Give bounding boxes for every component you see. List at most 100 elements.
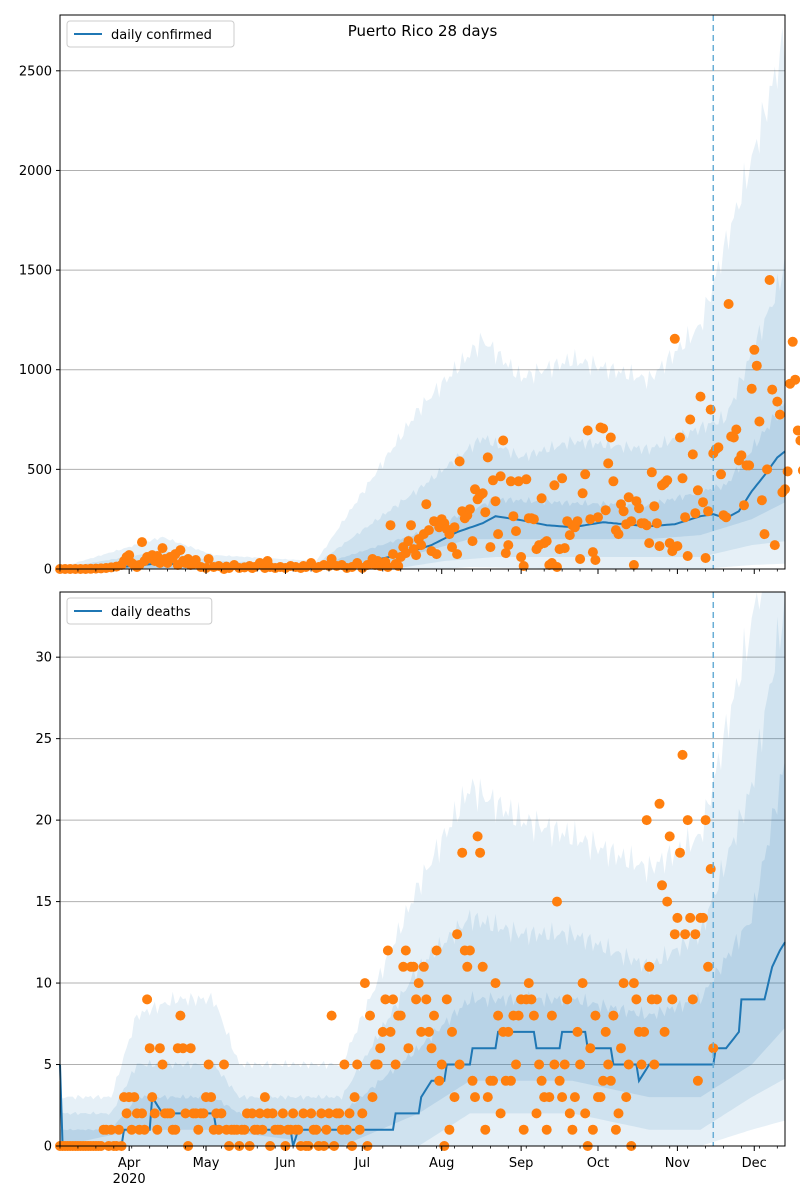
observed-point [618, 978, 629, 989]
observed-point [628, 978, 639, 989]
observed-point [365, 1010, 375, 1021]
observed-point [749, 344, 760, 355]
observed-point [493, 1010, 504, 1021]
observed-point [746, 383, 757, 394]
observed-point [170, 1124, 181, 1135]
observed-point [421, 994, 432, 1005]
observed-point [464, 504, 475, 515]
observed-point [636, 1059, 647, 1070]
observed-point [685, 414, 696, 425]
y-tick-label-1500: 1500 [19, 264, 52, 279]
observed-point [454, 1059, 465, 1070]
observed-point [385, 520, 396, 531]
top-grid [60, 70, 785, 470]
bottom-plot-frame [59, 591, 786, 1147]
observed-point [511, 1059, 521, 1070]
observed-point [787, 336, 798, 347]
observed-point [662, 475, 673, 486]
observed-point [610, 1124, 621, 1135]
uncertainty-band-1 [60, 27, 785, 570]
observed-point [577, 978, 588, 989]
observed-point [334, 1108, 345, 1119]
observed-point [641, 520, 652, 531]
observed-point [403, 1043, 414, 1054]
observed-point [728, 432, 739, 443]
observed-point [721, 512, 732, 523]
observed-point [723, 299, 734, 309]
x-tick-label-Jun: Jun [274, 1156, 295, 1171]
observed-point [452, 929, 463, 940]
y-tick-label-2000: 2000 [19, 164, 52, 179]
top-legend-box [66, 20, 235, 48]
observed-point [541, 536, 552, 547]
observed-point [557, 473, 568, 484]
observed-point [664, 831, 675, 842]
observed-point [452, 549, 463, 560]
y-tick-label-1000: 1000 [19, 363, 52, 378]
observed-point [421, 499, 432, 510]
observed-point [480, 1124, 491, 1135]
observed-point [326, 1010, 337, 1021]
observed-point [690, 929, 701, 940]
observed-point [385, 1026, 396, 1037]
observed-point [293, 1124, 304, 1135]
observed-point [157, 1059, 168, 1070]
observed-point [375, 1043, 386, 1054]
observed-point [572, 516, 583, 527]
observed-point [682, 551, 693, 561]
observed-point [154, 1043, 165, 1054]
observed-point [454, 456, 465, 467]
observed-point [569, 1092, 580, 1103]
observed-point [528, 514, 539, 525]
bottom-legend: daily deaths [66, 597, 213, 625]
observed-point [587, 1124, 598, 1135]
observed-point [400, 945, 411, 956]
observed-point [462, 961, 473, 972]
observed-point [562, 994, 573, 1005]
observed-point [395, 1010, 406, 1021]
observed-point [790, 374, 800, 385]
observed-point [608, 476, 619, 487]
observed-point [467, 536, 478, 547]
observed-point [403, 536, 414, 547]
observed-point [447, 1026, 457, 1037]
observed-point [500, 548, 511, 559]
observed-point [557, 1092, 568, 1103]
x-tick-label-Nov: Nov [665, 1156, 691, 1171]
y-tick-label-500: 500 [27, 463, 52, 478]
bottom-plot-area [60, 592, 785, 1146]
observed-point [567, 1124, 578, 1135]
observed-point [380, 994, 391, 1005]
y-tick-label-15: 15 [35, 895, 52, 910]
observed-point [493, 529, 504, 540]
observed-point [464, 945, 475, 956]
observed-point [634, 503, 644, 514]
observed-point [649, 501, 660, 512]
observed-point [288, 1108, 299, 1119]
x-tick-label-Apr: Apr [118, 1156, 141, 1171]
observed-point [564, 530, 575, 541]
observed-point [413, 978, 424, 989]
observed-point [585, 1043, 596, 1054]
observed-point [774, 409, 785, 420]
observed-point [756, 495, 767, 506]
observed-point [572, 1026, 583, 1037]
observed-point [677, 473, 688, 484]
observed-point [736, 450, 747, 461]
observed-point [651, 518, 662, 529]
observed-point [654, 798, 665, 809]
observed-point [698, 497, 708, 508]
observed-point [593, 512, 603, 523]
observed-point [657, 880, 667, 891]
top-legend: daily confirmed [66, 20, 235, 48]
observed-point [447, 542, 457, 553]
observed-point [175, 1010, 186, 1021]
observed-point [372, 1059, 383, 1070]
observed-point [644, 538, 655, 549]
observed-point [541, 1124, 552, 1135]
observed-point [644, 961, 655, 972]
observed-point [703, 961, 714, 972]
observed-point [739, 500, 749, 511]
observed-point [257, 1124, 268, 1135]
